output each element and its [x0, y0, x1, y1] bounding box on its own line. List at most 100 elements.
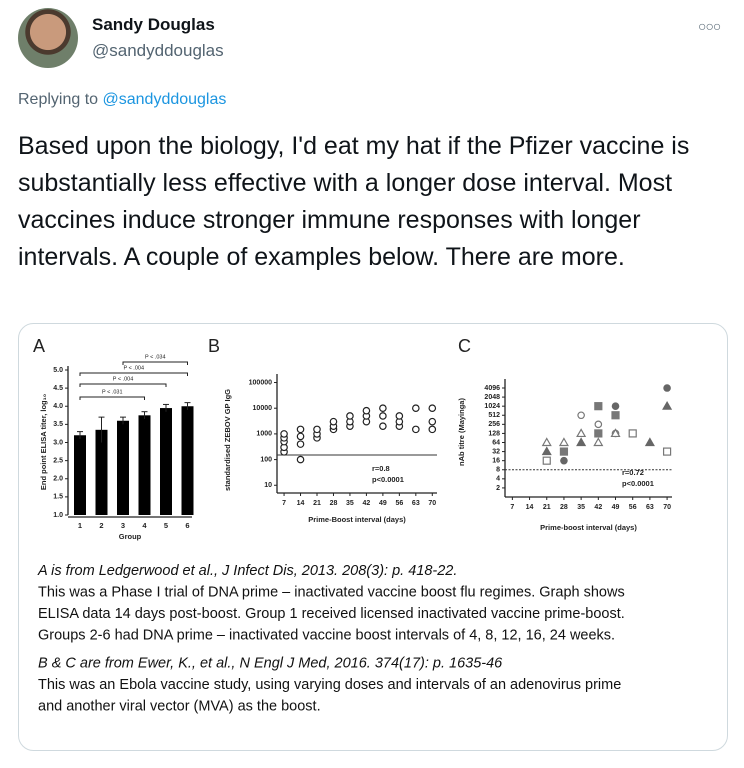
point	[379, 422, 387, 430]
point	[560, 456, 568, 465]
point	[594, 420, 603, 429]
annotation: P < .031	[102, 389, 123, 395]
annotation: P < .004	[113, 376, 134, 382]
y-tick-label: 3.5	[53, 421, 63, 428]
x-tick-label: 70	[663, 504, 671, 511]
y-tick-label: 512	[488, 412, 500, 419]
y-tick-label: 4.5	[53, 385, 63, 392]
panel-label: B	[208, 336, 220, 356]
avatar[interactable]	[18, 8, 78, 68]
point	[395, 412, 404, 420]
y-tick-label: 256	[488, 421, 500, 428]
annotation: r=0.8	[372, 464, 390, 473]
point	[379, 412, 387, 420]
annotation: P < .004	[123, 365, 144, 371]
annotation: r=0.72	[622, 468, 644, 477]
bar	[138, 415, 151, 515]
y-axis-label: nAb titre (Mayinga)	[457, 398, 466, 466]
point	[644, 437, 655, 447]
caption-line: This was an Ebola vaccine study, using v…	[38, 677, 621, 693]
x-tick-label: 35	[577, 504, 585, 511]
replying-to: Replying to @sandyddouglas	[18, 91, 226, 109]
y-tick-label: 5.0	[53, 367, 63, 374]
image-card[interactable]	[18, 323, 728, 751]
x-tick-label: 6	[185, 521, 189, 530]
point	[577, 411, 585, 420]
x-tick-label: 70	[428, 500, 436, 507]
point	[428, 404, 437, 413]
tweet-text: Based upon the biology, I'd eat my hat i…	[18, 132, 690, 271]
x-tick-label: 5	[164, 521, 168, 530]
x-tick-label: 49	[612, 504, 620, 511]
x-axis-label: Group	[119, 532, 142, 541]
point	[628, 429, 637, 438]
y-tick-label: 1.0	[53, 512, 63, 519]
x-tick-label: 35	[346, 500, 354, 507]
user-handle[interactable]: @sandyddouglas	[92, 41, 224, 60]
annotation: P < .034	[145, 354, 166, 360]
x-tick-label: 14	[526, 504, 534, 511]
y-tick-label: 10000	[253, 405, 273, 412]
x-axis-label: Prime-boost interval (days)	[540, 523, 637, 532]
replying-prefix: Replying to	[18, 91, 99, 108]
x-axis-label: Prime-Boost interval (days)	[308, 515, 406, 524]
replying-handle[interactable]: @sandyddouglas	[102, 91, 227, 108]
point	[541, 446, 552, 456]
y-tick-label: 8	[496, 467, 500, 474]
y-tick-label: 4	[496, 476, 500, 483]
y-tick-label: 100	[260, 456, 272, 463]
y-tick-label: 2.0	[53, 476, 63, 483]
x-tick-label: 7	[282, 500, 286, 507]
point	[559, 447, 569, 456]
caption-line: and another viral vector (MVA) as the bo…	[38, 698, 321, 714]
y-tick-label: 1000	[256, 431, 272, 438]
y-tick-label: 1.5	[53, 494, 63, 501]
point	[296, 425, 305, 434]
x-tick-label: 2	[99, 521, 103, 530]
x-tick-label: 56	[395, 500, 403, 507]
y-tick-label: 3.0	[53, 439, 63, 446]
point	[610, 428, 621, 438]
x-tick-label: 4	[142, 521, 147, 530]
bar	[74, 435, 86, 515]
significance-bracket	[122, 361, 188, 365]
significance-bracket	[79, 383, 167, 387]
x-tick-label: 42	[363, 500, 371, 507]
bar	[117, 420, 129, 515]
point	[412, 404, 420, 413]
point	[541, 437, 552, 447]
point	[611, 402, 620, 410]
user-name[interactable]: Sandy Douglas	[92, 15, 215, 34]
x-tick-label: 63	[412, 500, 420, 507]
point	[362, 406, 371, 415]
point	[296, 432, 305, 441]
caption-line: Groups 2-6 had DNA prime – inactivated v…	[38, 627, 615, 643]
point	[296, 455, 305, 464]
point	[379, 404, 387, 413]
point	[593, 437, 604, 447]
caption-line: This was a Phase I trial of DNA prime – …	[38, 584, 625, 600]
x-tick-label: 3	[121, 521, 125, 530]
point	[329, 417, 338, 426]
y-tick-label: 2048	[484, 394, 500, 401]
y-tick-label: 4096	[484, 385, 500, 392]
y-axis-label: End point ELISA titer, log₁₀	[39, 394, 48, 490]
y-tick-label: 16	[492, 458, 500, 465]
x-tick-label: 56	[629, 504, 637, 511]
bar	[160, 408, 172, 515]
significance-bracket	[79, 396, 145, 400]
x-tick-label: 1	[78, 521, 82, 530]
x-tick-label: 21	[543, 504, 551, 511]
annotation: p<0.0001	[622, 479, 654, 488]
y-tick-label: 128	[488, 430, 500, 437]
y-tick-label: 10	[264, 482, 272, 489]
point	[313, 425, 321, 434]
x-tick-label: 42	[594, 504, 602, 511]
point	[594, 402, 603, 411]
bar	[95, 429, 108, 515]
y-tick-label: 4.0	[53, 403, 63, 410]
more-button[interactable]: ○○○	[698, 18, 721, 34]
point	[412, 425, 420, 434]
